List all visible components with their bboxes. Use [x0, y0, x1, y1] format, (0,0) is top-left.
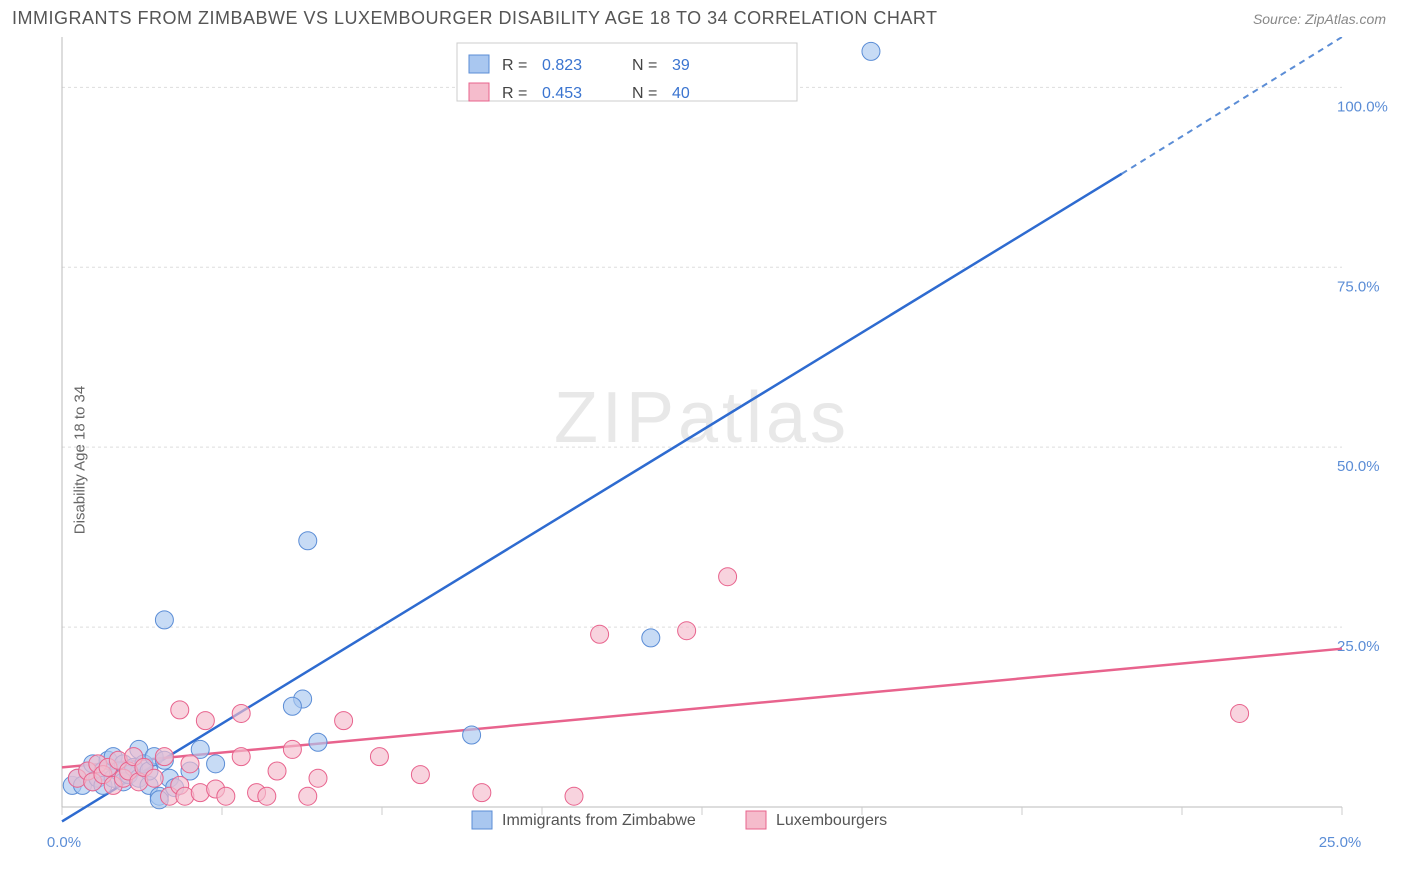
chart-area: Disability Age 18 to 34 25.0% 50.0% 75.0% 1… — [12, 37, 1394, 882]
data-point — [642, 629, 660, 647]
legend-r-value: 0.453 — [542, 85, 582, 102]
legend-swatch — [469, 55, 489, 73]
data-point — [309, 733, 327, 751]
data-point — [217, 787, 235, 805]
data-point — [463, 726, 481, 744]
legend-n-value: 40 — [672, 85, 690, 102]
data-point — [232, 748, 250, 766]
legend-series-label: Luxembourgers — [776, 812, 887, 829]
data-point — [155, 748, 173, 766]
data-point — [196, 712, 214, 730]
y-tick-label: 50.0% — [1337, 458, 1380, 475]
data-point — [145, 769, 163, 787]
data-point — [299, 787, 317, 805]
data-point — [283, 740, 301, 758]
data-point — [335, 712, 353, 730]
data-point — [268, 762, 286, 780]
data-point — [283, 697, 301, 715]
legend-swatch — [746, 811, 766, 829]
scatter-chart-svg: 25.0% 50.0% 75.0% 100.0% ZIPatlas 0.0% 25.0% R … — [12, 37, 1392, 882]
x-tick-label: 0.0% — [47, 834, 81, 851]
data-point — [155, 611, 173, 629]
data-point — [370, 748, 388, 766]
data-point — [411, 766, 429, 784]
legend-r-label: R = — [502, 85, 527, 102]
legend-swatch — [469, 83, 489, 101]
data-point — [862, 42, 880, 60]
data-point — [181, 755, 199, 773]
x-tick-label: 25.0% — [1319, 834, 1362, 851]
watermark: ZIPatlas — [554, 378, 850, 458]
legend-series-label: Immigrants from Zimbabwe — [502, 812, 696, 829]
data-point — [678, 622, 696, 640]
legend-r-value: 0.823 — [542, 57, 582, 74]
legend-n-label: N = — [632, 57, 657, 74]
legend-r-label: R = — [502, 57, 527, 74]
chart-header: IMMIGRANTS FROM ZIMBABWE VS LUXEMBOURGER… — [0, 0, 1406, 37]
data-point — [299, 532, 317, 550]
data-point — [171, 701, 189, 719]
data-point — [232, 704, 250, 722]
trend-line — [62, 649, 1342, 768]
data-point — [473, 784, 491, 802]
trend-line — [62, 174, 1122, 822]
y-tick-label: 100.0% — [1337, 98, 1388, 115]
data-point — [309, 769, 327, 787]
chart-source: Source: ZipAtlas.com — [1253, 11, 1386, 27]
y-tick-label: 25.0% — [1337, 638, 1380, 655]
y-axis-label: Disability Age 18 to 34 — [72, 385, 89, 533]
legend-swatch — [472, 811, 492, 829]
data-point — [719, 568, 737, 586]
legend-n-label: N = — [632, 85, 657, 102]
data-point — [565, 787, 583, 805]
data-point — [591, 625, 609, 643]
data-point — [1231, 704, 1249, 722]
y-tick-label: 75.0% — [1337, 278, 1380, 295]
chart-title: IMMIGRANTS FROM ZIMBABWE VS LUXEMBOURGER… — [12, 8, 938, 29]
trend-line-extrapolate — [1122, 37, 1342, 174]
legend-n-value: 39 — [672, 57, 690, 74]
data-point — [258, 787, 276, 805]
data-point — [207, 755, 225, 773]
